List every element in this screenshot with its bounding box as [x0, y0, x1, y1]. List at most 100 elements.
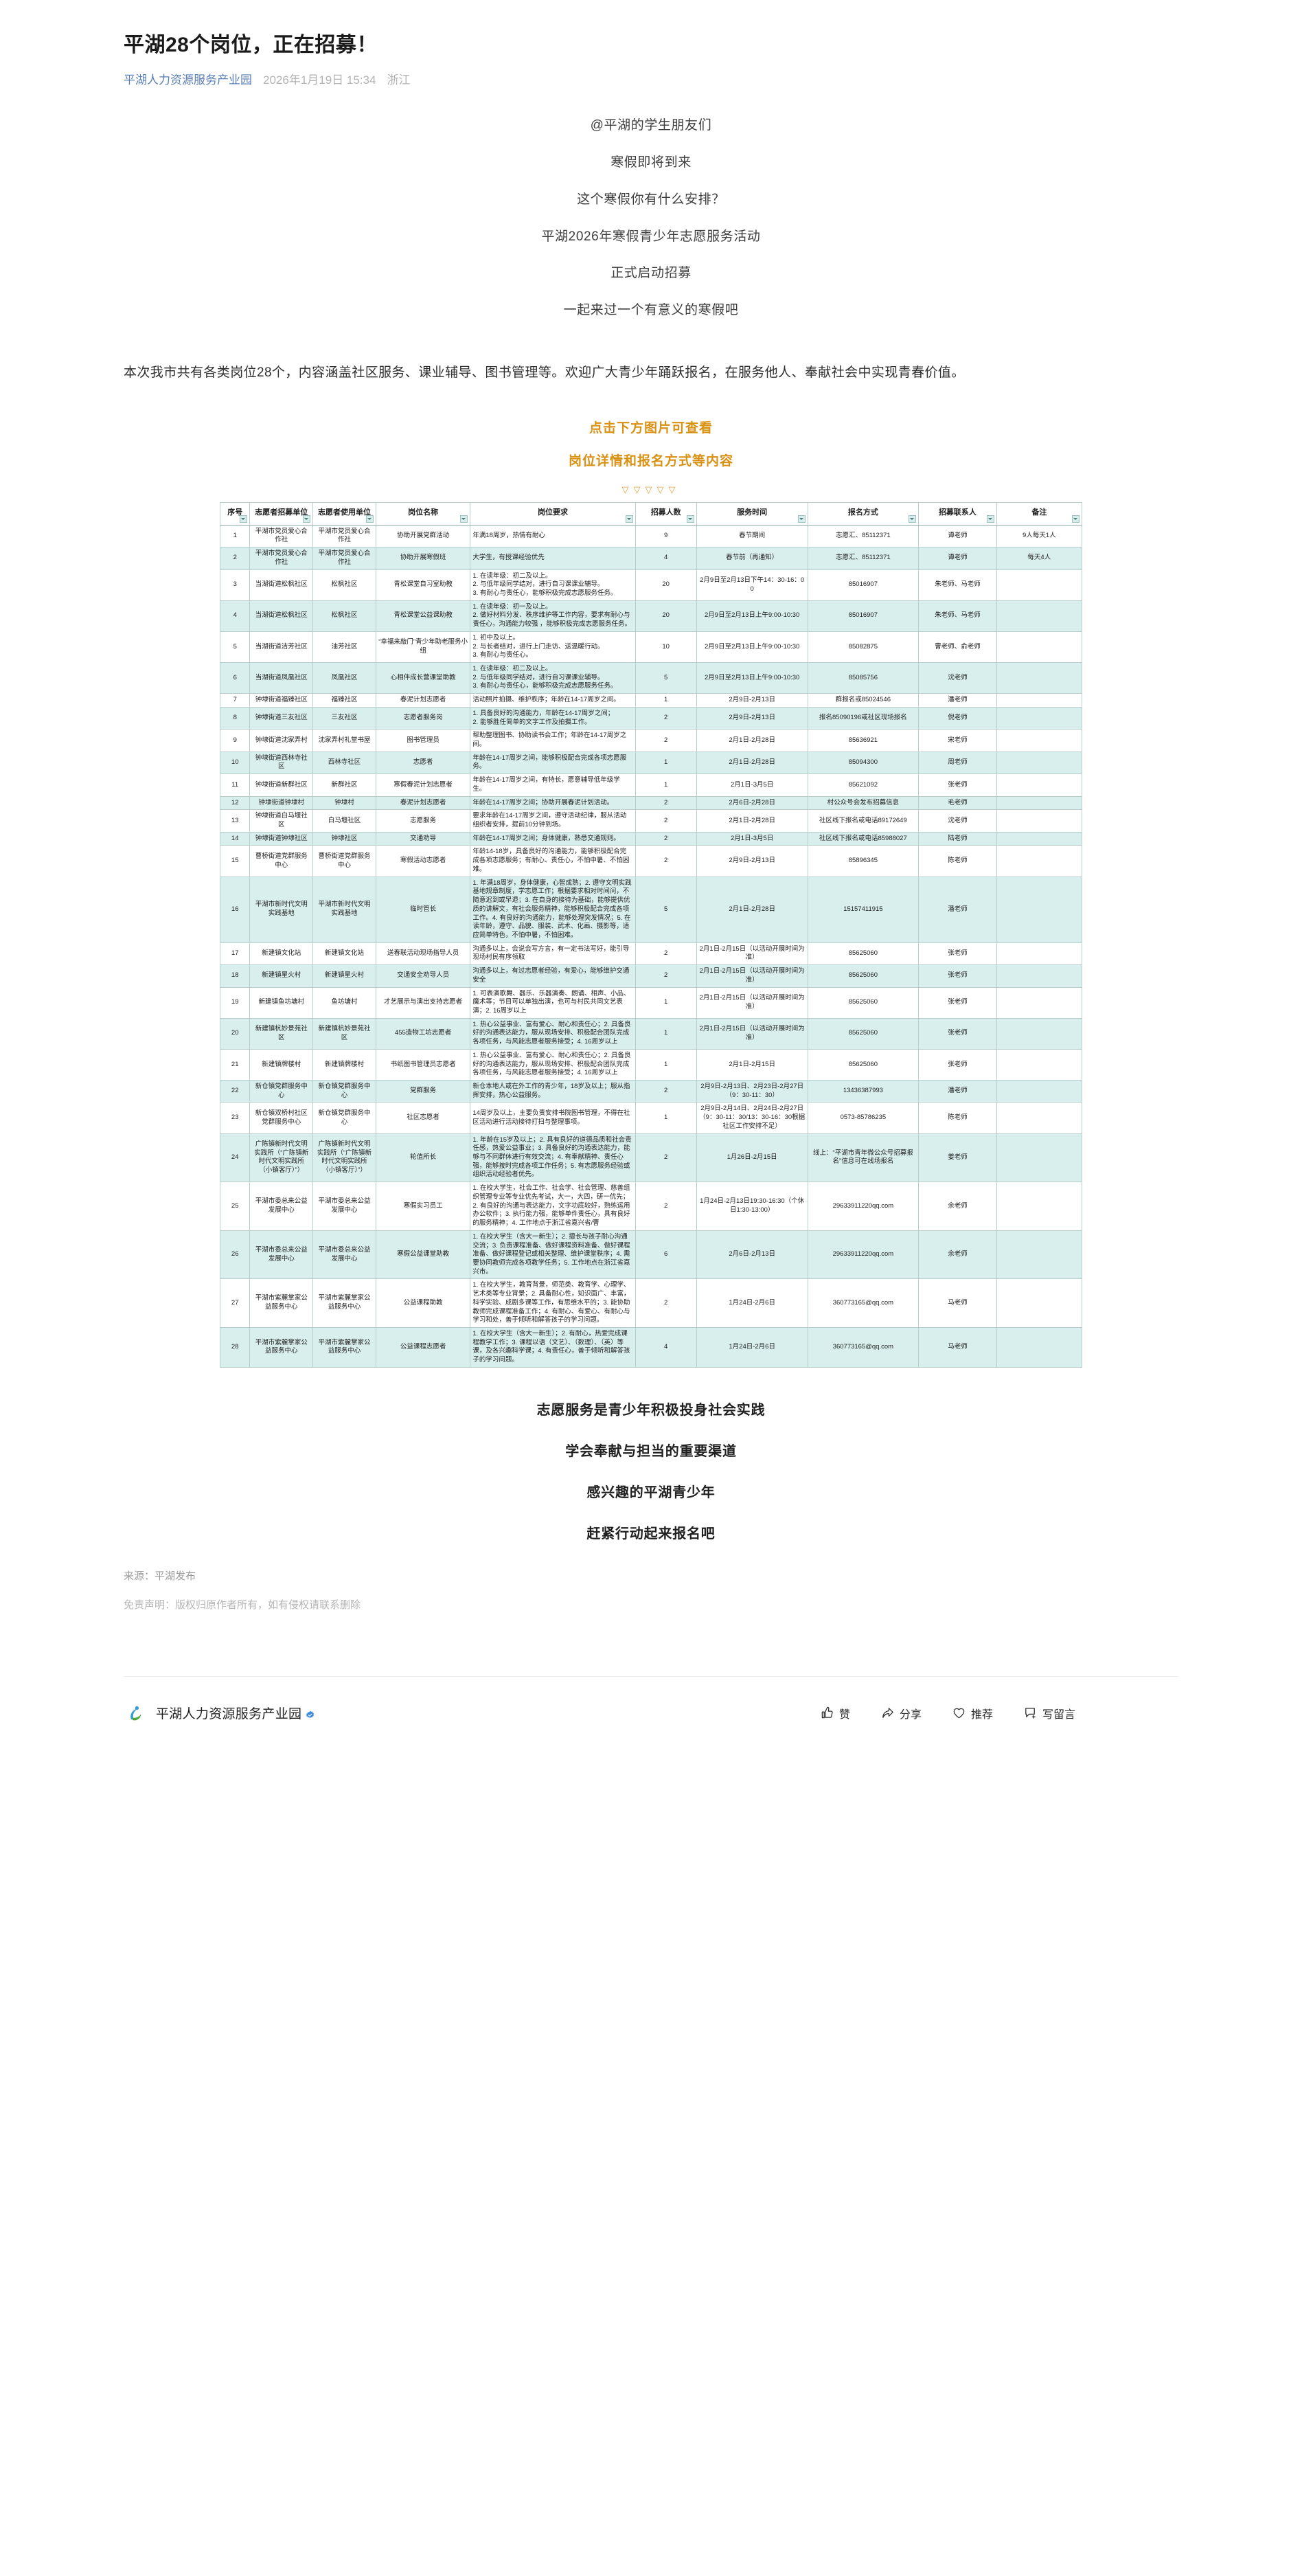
- cell-no: 13: [219, 809, 251, 833]
- cell-note: [996, 751, 1083, 775]
- cell-recruit-unit: 新建镇牌楼村: [249, 1048, 314, 1081]
- cell-apply: 85636921: [807, 729, 920, 752]
- cell-recruit-unit: 平湖市党员爱心合作社: [249, 547, 314, 570]
- cell-use-unit: 白马堰社区: [312, 809, 376, 833]
- cell-service-time: 2月1日-2月15日（以活动开展时间为准）: [696, 964, 808, 988]
- cell-no: 12: [219, 795, 251, 811]
- cell-service-time: 1月24日-2月6日: [696, 1278, 808, 1328]
- table-row: 7 钟埭街道福臻社区 福臻社区 春泥计划志愿者 活动照片拍摄、维护秩序；年龄在14-17…: [219, 693, 1083, 708]
- th-job-req[interactable]: 岗位要求: [470, 501, 636, 526]
- footer-brand[interactable]: 平湖人力资源服务产业园: [124, 1701, 315, 1725]
- th-note[interactable]: 备注: [996, 501, 1083, 526]
- cell-count: 5: [635, 876, 697, 943]
- cell-service-time: 2月9日-2月13日: [696, 706, 808, 730]
- jobs-table-image[interactable]: 序号 志愿者招募单位 志愿者使用单位 岗位名称 岗位要求 招募人数 服务时间 报…: [219, 498, 1083, 1375]
- cell-contact: 倪老师: [918, 706, 997, 730]
- cell-use-unit: 鱼坊塘村: [312, 986, 376, 1019]
- cell-job-name: 春泥计划志愿者: [375, 795, 471, 811]
- intro-block: @平湖的学生朋友们 寒假即将到来 这个寒假你有什么安排？ 平湖2026年寒假青少…: [124, 118, 1178, 319]
- cell-apply: 85082875: [807, 631, 920, 663]
- account-link[interactable]: 平湖人力资源服务产业园: [124, 73, 252, 87]
- cell-count: 2: [635, 809, 697, 833]
- th-use-unit[interactable]: 志愿者使用单位: [312, 501, 376, 526]
- cell-job-name: 455造物工坊志愿者: [375, 1017, 471, 1050]
- cell-job-name: 公益课程助教: [375, 1278, 471, 1328]
- cell-service-time: 春节前（再通知）: [696, 547, 808, 570]
- cell-use-unit: 三友社区: [312, 706, 376, 730]
- closing-line-4: 赶紧行动起来报名吧: [586, 1526, 716, 1541]
- brand-name[interactable]: 平湖人力资源服务产业园: [156, 1704, 315, 1722]
- cell-contact: 马老师: [918, 1278, 997, 1328]
- cell-job-req: 1. 年龄在15岁及以上；2. 具有良好的道德品质和社会责任感，热爱公益事业；3…: [470, 1133, 636, 1183]
- cell-note: 9人每天1人: [996, 524, 1083, 548]
- cell-note: [996, 729, 1083, 752]
- th-recruit-unit[interactable]: 志愿者招募单位: [249, 501, 314, 526]
- cell-count: 1: [635, 1102, 697, 1134]
- cell-contact: 谭老师: [918, 547, 997, 570]
- table-row: 26 平湖市委总来公益发展中心 平湖市委总来公益发展中心 寒假公益课堂助教 1. 在校大…: [219, 1230, 1083, 1280]
- cell-apply: 15157411915: [807, 876, 920, 943]
- filter-icon[interactable]: [625, 515, 633, 523]
- recommend-button[interactable]: 推荐: [952, 1705, 993, 1721]
- cell-note: [996, 1133, 1083, 1183]
- cell-contact: 张老师: [918, 986, 997, 1019]
- cell-use-unit: 曹桥街道党群服务中心: [312, 845, 376, 877]
- cell-use-unit: 西林寺社区: [312, 751, 376, 775]
- cell-job-req: 1. 在校大学生（含大一新生）；2. 有耐心，热爱完成课程教学工作；3. 课程以…: [470, 1326, 636, 1368]
- intro-line-6: 一起来过一个有意义的寒假吧: [563, 303, 739, 318]
- cell-recruit-unit: 广陈镇新时代文明实践所（“广陈镇新时代文明实践所（小镇客厅）”）: [249, 1133, 314, 1183]
- filter-icon[interactable]: [986, 515, 994, 523]
- brand-name-label: 平湖人力资源服务产业园: [156, 1707, 302, 1722]
- footer-divider: [124, 1675, 1178, 1677]
- cell-recruit-unit: 新建镇星火村: [249, 964, 314, 988]
- filter-icon[interactable]: [686, 515, 694, 523]
- filter-icon[interactable]: [1072, 515, 1080, 523]
- intro-line-1: @平湖的学生朋友们: [590, 118, 712, 133]
- th-apply[interactable]: 报名方式: [807, 501, 920, 526]
- table-row: 25 平湖市委总来公益发展中心 平湖市委总来公益发展中心 寒假实习员工 1. 在校大学生…: [219, 1182, 1083, 1231]
- th-contact[interactable]: 招募联系人: [918, 501, 997, 526]
- filter-icon[interactable]: [797, 515, 806, 523]
- cell-recruit-unit: 钟埭街道沈家弄村: [249, 729, 314, 752]
- cell-job-req: 1. 热心公益事业、富有爱心、耐心和责任心；2. 具备良好的沟通表达能力，服从现…: [470, 1048, 636, 1081]
- publish-date: 2026年1月19日 15:34: [263, 73, 376, 87]
- article-body: 平湖28个岗位，正在招募！ 平湖人力资源服务产业园 2026年1月19日 15:3…: [124, 0, 1178, 494]
- cell-no: 9: [219, 729, 251, 752]
- filter-icon[interactable]: [460, 515, 468, 523]
- th-count[interactable]: 招募人数: [635, 501, 697, 526]
- cell-job-req: 沟通多以上，会说会写方言，有一定书法写好，能引导现场村民有序领取: [470, 942, 636, 966]
- filter-icon[interactable]: [365, 515, 374, 523]
- cell-use-unit: 新群社区: [312, 773, 376, 797]
- cell-service-time: 2月1日-2月28日: [696, 876, 808, 943]
- cell-recruit-unit: 钟埭街道福臻社区: [249, 693, 314, 708]
- cell-apply: 29633911220qq.com: [807, 1230, 920, 1280]
- th-job-name[interactable]: 岗位名称: [375, 501, 471, 526]
- cell-use-unit: 平湖市紫麓掌家公益服务中心: [312, 1278, 376, 1328]
- cell-recruit-unit: 平湖市紫麓掌家公益服务中心: [249, 1326, 314, 1368]
- filter-icon[interactable]: [909, 515, 917, 523]
- publish-location: 浙江: [387, 73, 411, 87]
- cell-no: 5: [219, 631, 251, 663]
- cell-no: 11: [219, 773, 251, 797]
- cell-count: 1: [635, 751, 697, 775]
- cell-count: 2: [635, 1079, 697, 1103]
- cell-contact: 张老师: [918, 1048, 997, 1081]
- cell-job-req: 年龄在14-17周岁之间，能够积极配合完成各项志愿服务。: [470, 751, 636, 775]
- th-service-time[interactable]: 服务时间: [696, 501, 808, 526]
- cell-job-name: 才艺展示与演出支持志愿者: [375, 986, 471, 1019]
- cell-apply: 360773165@qq.com: [807, 1278, 920, 1328]
- cell-job-name: 春泥计划志愿者: [375, 693, 471, 708]
- like-button[interactable]: 赞: [820, 1705, 850, 1721]
- filter-icon[interactable]: [303, 515, 311, 523]
- filter-icon[interactable]: [240, 515, 248, 523]
- cell-contact: 马老师: [918, 1326, 997, 1368]
- cell-apply: 85625060: [807, 942, 920, 966]
- write-comment-button[interactable]: 写留言: [1023, 1705, 1075, 1721]
- cell-count: 2: [635, 1278, 697, 1328]
- cell-contact: 谭老师: [918, 524, 997, 548]
- th-no[interactable]: 序号: [219, 501, 251, 526]
- share-button[interactable]: 分享: [880, 1705, 922, 1721]
- cell-use-unit: 新建镇文化站: [312, 942, 376, 966]
- down-arrows-icon: ▽▽▽▽▽: [621, 484, 681, 495]
- share-icon: [880, 1706, 895, 1720]
